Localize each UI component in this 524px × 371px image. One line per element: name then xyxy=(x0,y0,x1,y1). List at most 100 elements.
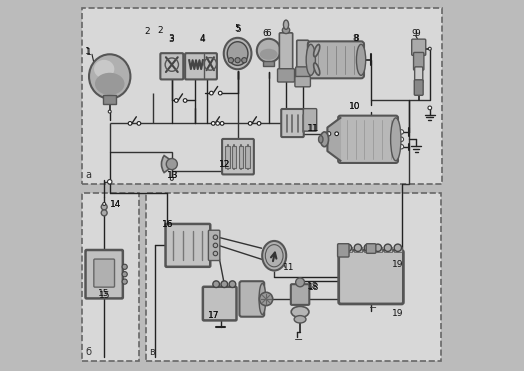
Circle shape xyxy=(257,122,261,125)
Circle shape xyxy=(101,204,107,210)
Bar xyxy=(344,247,352,252)
Text: 14: 14 xyxy=(110,200,121,209)
Circle shape xyxy=(335,132,339,136)
Circle shape xyxy=(242,58,247,63)
FancyBboxPatch shape xyxy=(296,67,310,79)
Text: 10: 10 xyxy=(350,102,361,111)
Bar xyxy=(245,145,250,168)
Text: 8: 8 xyxy=(353,34,358,43)
Circle shape xyxy=(326,132,330,136)
Ellipse shape xyxy=(314,63,320,75)
FancyBboxPatch shape xyxy=(303,109,316,131)
Ellipse shape xyxy=(319,136,323,143)
Circle shape xyxy=(216,122,220,125)
Circle shape xyxy=(399,144,403,149)
FancyBboxPatch shape xyxy=(414,80,423,95)
FancyBboxPatch shape xyxy=(239,281,264,317)
Circle shape xyxy=(394,244,401,252)
Circle shape xyxy=(228,58,234,63)
FancyBboxPatch shape xyxy=(166,224,210,267)
Text: 19: 19 xyxy=(392,309,404,318)
FancyBboxPatch shape xyxy=(279,33,293,72)
Ellipse shape xyxy=(259,283,266,315)
Bar xyxy=(264,60,274,66)
Text: 18: 18 xyxy=(308,283,320,292)
Text: 9: 9 xyxy=(411,29,417,38)
Text: −: − xyxy=(293,335,303,345)
Bar xyxy=(364,247,372,252)
Ellipse shape xyxy=(260,49,278,60)
Ellipse shape xyxy=(94,60,114,78)
Text: 8: 8 xyxy=(353,34,359,43)
Ellipse shape xyxy=(227,42,248,65)
Bar xyxy=(384,247,391,252)
Text: 11: 11 xyxy=(307,124,319,133)
FancyBboxPatch shape xyxy=(413,52,424,70)
Circle shape xyxy=(122,264,127,269)
Circle shape xyxy=(399,137,403,141)
Bar xyxy=(394,247,401,252)
Circle shape xyxy=(257,39,280,62)
FancyBboxPatch shape xyxy=(94,259,115,287)
Text: 5: 5 xyxy=(235,24,241,33)
Circle shape xyxy=(213,251,217,256)
Circle shape xyxy=(213,281,220,288)
Circle shape xyxy=(364,244,372,252)
Bar xyxy=(239,145,243,168)
Circle shape xyxy=(108,110,111,113)
Circle shape xyxy=(384,244,391,252)
Text: б: б xyxy=(85,347,92,357)
FancyBboxPatch shape xyxy=(185,53,217,79)
Ellipse shape xyxy=(314,45,320,57)
Text: 4: 4 xyxy=(199,34,205,43)
Ellipse shape xyxy=(320,132,329,147)
Circle shape xyxy=(122,272,127,277)
Ellipse shape xyxy=(262,241,286,270)
Text: 11: 11 xyxy=(283,263,294,272)
Ellipse shape xyxy=(224,38,252,69)
Text: 17: 17 xyxy=(208,311,219,320)
Circle shape xyxy=(137,122,141,125)
Circle shape xyxy=(166,158,177,170)
FancyBboxPatch shape xyxy=(82,193,139,361)
FancyBboxPatch shape xyxy=(278,69,294,82)
Circle shape xyxy=(428,47,431,50)
FancyBboxPatch shape xyxy=(337,244,349,257)
FancyBboxPatch shape xyxy=(203,287,236,321)
Circle shape xyxy=(101,210,107,216)
Ellipse shape xyxy=(282,27,290,34)
FancyBboxPatch shape xyxy=(338,116,398,163)
Text: 4: 4 xyxy=(200,35,206,44)
Text: −: − xyxy=(369,303,377,313)
Wedge shape xyxy=(161,155,170,173)
Text: 1: 1 xyxy=(86,48,92,57)
Circle shape xyxy=(107,180,112,184)
Circle shape xyxy=(174,99,178,102)
Text: 15: 15 xyxy=(99,291,111,300)
Circle shape xyxy=(296,278,304,287)
Circle shape xyxy=(219,91,222,95)
Text: а: а xyxy=(85,170,91,180)
Text: 19: 19 xyxy=(392,260,404,269)
Bar xyxy=(232,145,236,168)
Text: 16: 16 xyxy=(162,220,173,229)
Ellipse shape xyxy=(283,20,289,29)
Polygon shape xyxy=(328,118,341,161)
FancyBboxPatch shape xyxy=(366,244,376,253)
Ellipse shape xyxy=(291,306,309,318)
FancyBboxPatch shape xyxy=(281,109,304,137)
Ellipse shape xyxy=(390,118,401,161)
FancyBboxPatch shape xyxy=(291,284,309,305)
Text: 11: 11 xyxy=(308,124,320,133)
Circle shape xyxy=(399,130,403,134)
Text: 12: 12 xyxy=(219,160,230,169)
Circle shape xyxy=(170,177,173,180)
Text: 2: 2 xyxy=(158,26,163,35)
FancyBboxPatch shape xyxy=(85,250,123,298)
Circle shape xyxy=(248,122,252,125)
FancyBboxPatch shape xyxy=(146,193,441,361)
Text: 2: 2 xyxy=(145,26,150,36)
Text: 3: 3 xyxy=(169,34,174,43)
Circle shape xyxy=(229,281,236,288)
Circle shape xyxy=(374,244,381,252)
